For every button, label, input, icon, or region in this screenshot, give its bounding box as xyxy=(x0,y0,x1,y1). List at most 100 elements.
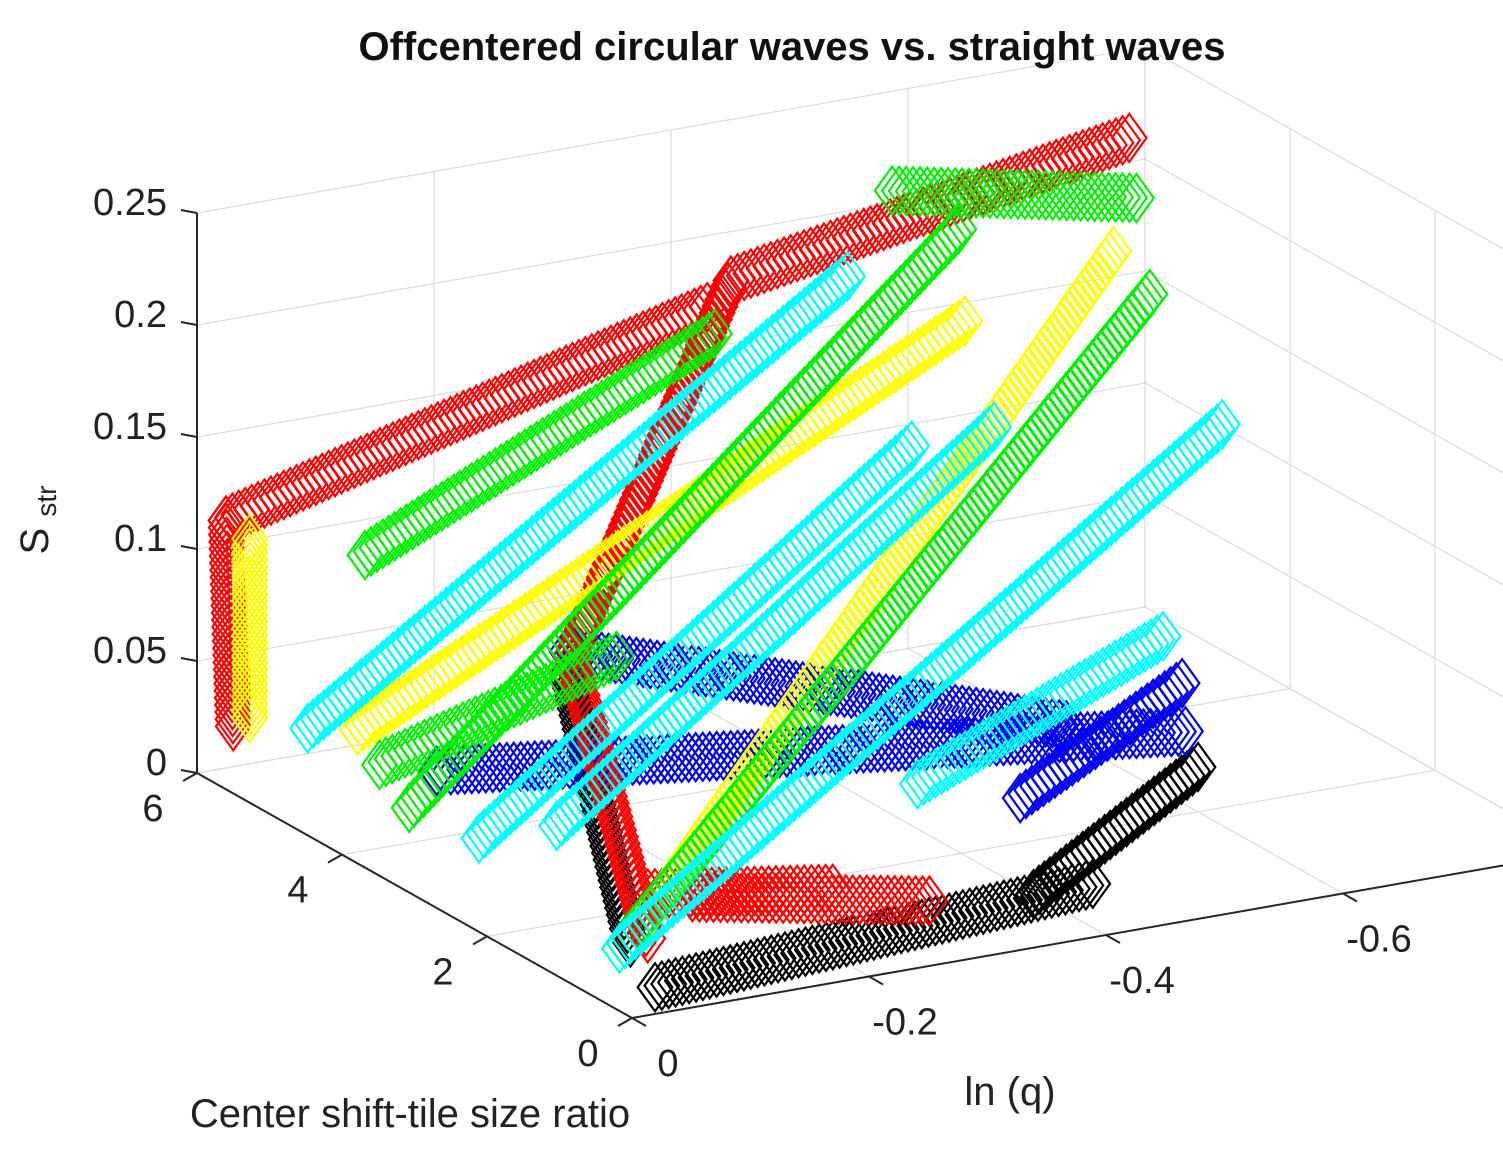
marker-red xyxy=(889,874,928,927)
marker-cyan xyxy=(1198,403,1236,455)
marker-red xyxy=(694,871,733,924)
marker-green xyxy=(1096,171,1135,224)
x-tick-label: -0.4 xyxy=(1109,960,1174,1002)
marker-blue xyxy=(474,742,512,794)
marker-green xyxy=(985,168,1023,220)
marker-red xyxy=(882,874,921,927)
marker-blue xyxy=(893,719,932,772)
marker-blue xyxy=(1151,665,1190,718)
marker-green xyxy=(1013,168,1051,221)
marker-cyan xyxy=(823,254,861,307)
z-tick-label: 0.1 xyxy=(114,518,167,560)
grid-line xyxy=(1144,158,1503,362)
marker-red xyxy=(1090,119,1128,171)
marker-blue xyxy=(816,723,855,776)
marker-yellow xyxy=(231,671,269,724)
marker-yellow xyxy=(231,602,269,655)
marker-red xyxy=(646,409,684,462)
marker-red xyxy=(820,873,858,926)
marker-yellow xyxy=(231,595,269,648)
marker-black xyxy=(589,820,627,872)
z-tick-mark xyxy=(180,769,198,774)
marker-yellow xyxy=(231,636,269,689)
marker-green xyxy=(964,167,1002,220)
grid-line xyxy=(1144,382,1503,586)
y-tick-label: 4 xyxy=(287,870,308,912)
marker-blue xyxy=(886,720,925,772)
marker-yellow xyxy=(231,533,269,586)
marker-blue xyxy=(677,731,715,784)
chart-title: Offcentered circular waves vs. straight … xyxy=(358,25,1225,69)
marker-red xyxy=(715,872,753,924)
marker-black xyxy=(1162,753,1201,806)
label-layer: Offcentered circular waves vs. straight … xyxy=(13,25,1412,1136)
marker-blue xyxy=(691,730,729,783)
marker-green xyxy=(1089,171,1128,223)
marker-cyan xyxy=(887,424,925,477)
marker-green xyxy=(1055,170,1093,222)
marker-yellow xyxy=(231,630,269,682)
marker-yellow xyxy=(231,685,269,737)
x-axis-label: ln (q) xyxy=(964,1070,1055,1114)
marker-green xyxy=(585,636,623,688)
grid-line xyxy=(1144,494,1503,698)
marker-green xyxy=(999,168,1037,221)
marker-cyan xyxy=(828,250,867,303)
marker-cyan xyxy=(1187,412,1226,465)
marker-red xyxy=(629,448,667,501)
marker-red xyxy=(709,261,747,313)
marker-green xyxy=(880,164,918,217)
marker-cyan xyxy=(959,415,997,467)
marker-green xyxy=(597,630,636,683)
marker-black xyxy=(594,840,632,893)
marker-green xyxy=(689,311,728,364)
marker-blue xyxy=(837,722,876,775)
axis-layer xyxy=(180,209,1503,1027)
marker-black xyxy=(597,854,635,907)
marker-green xyxy=(1103,171,1142,224)
marker-yellow xyxy=(231,678,269,731)
marker-green xyxy=(1041,169,1079,222)
marker-green xyxy=(1082,171,1121,223)
marker-black xyxy=(600,868,638,921)
marker-layer xyxy=(207,111,1241,1014)
marker-green xyxy=(1075,170,1114,223)
marker-red xyxy=(1103,114,1142,167)
marker-cyan xyxy=(1203,398,1241,451)
z-tick-mark xyxy=(180,657,198,662)
marker-red xyxy=(1097,116,1135,169)
marker-red xyxy=(903,874,942,927)
marker-green xyxy=(578,639,616,691)
marker-yellow xyxy=(231,650,269,703)
y-tick-label: 2 xyxy=(432,951,453,993)
x-tick-mark xyxy=(1342,892,1358,903)
marker-green xyxy=(940,203,978,255)
series-cyan xyxy=(289,250,1241,975)
marker-blue xyxy=(1040,712,1079,764)
grid-line xyxy=(907,647,1344,895)
marker-cyan xyxy=(1193,407,1231,460)
marker-green xyxy=(971,167,1009,220)
marker-red xyxy=(785,873,823,925)
marker-red xyxy=(632,441,670,494)
y-tick-mark xyxy=(617,1017,633,1027)
z-axis-label-sub: str xyxy=(31,486,62,517)
marker-red xyxy=(834,873,872,926)
grid-line xyxy=(196,158,1146,326)
marker-red xyxy=(806,873,844,926)
marker-yellow xyxy=(231,657,269,710)
marker-green xyxy=(992,168,1030,221)
marker-black xyxy=(1179,741,1217,793)
marker-yellow xyxy=(928,306,967,359)
marker-black xyxy=(595,847,633,900)
marker-red xyxy=(682,284,720,336)
marker-green xyxy=(901,165,939,218)
z-tick-label: 0.15 xyxy=(93,406,167,448)
marker-green xyxy=(1062,170,1100,223)
marker-cyan xyxy=(1138,614,1176,666)
marker-green xyxy=(1048,169,1086,222)
marker-green xyxy=(1069,170,1107,223)
marker-blue xyxy=(663,732,701,784)
marker-black xyxy=(1173,745,1212,798)
